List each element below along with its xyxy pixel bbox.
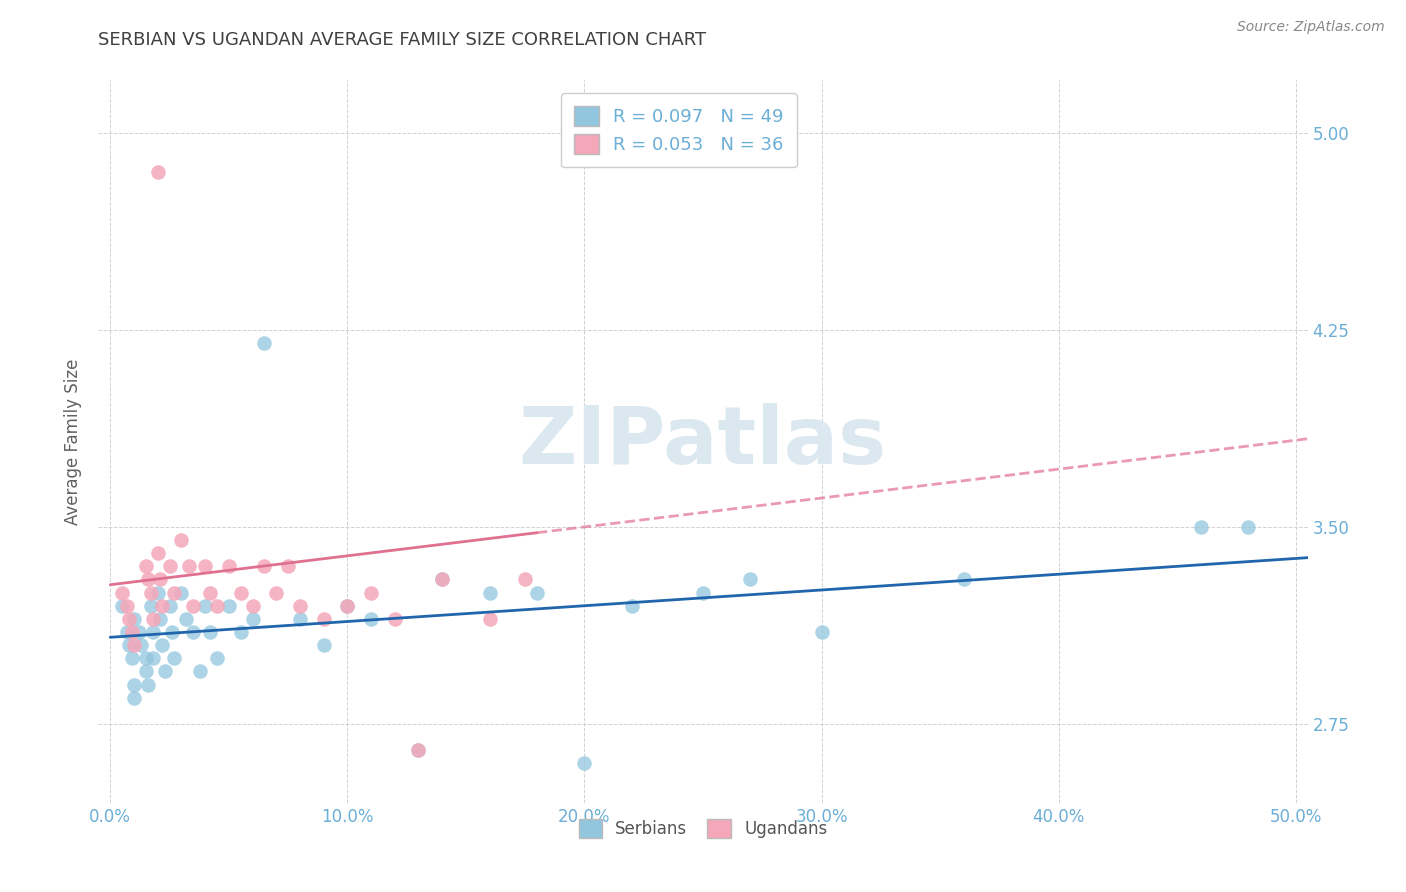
Point [336, 599, 359, 613]
Text: SERBIAN VS UGANDAN AVERAGE FAMILY SIZE CORRELATION CHART: SERBIAN VS UGANDAN AVERAGE FAMILY SIZE C… [98, 31, 707, 49]
Point [115, 625, 138, 640]
Point [159, 559, 181, 574]
Point [122, 638, 145, 652]
Point [118, 612, 141, 626]
Point [146, 546, 169, 560]
Point [177, 559, 200, 574]
Point [312, 638, 335, 652]
Point [163, 651, 186, 665]
Point [205, 651, 228, 665]
Point [1189, 520, 1212, 534]
Point [170, 533, 193, 547]
Point [136, 573, 159, 587]
Point [139, 599, 162, 613]
Point [153, 665, 176, 679]
Point [135, 651, 157, 665]
Point [146, 585, 169, 599]
Point [170, 585, 193, 599]
Point [253, 559, 276, 574]
Point [152, 599, 174, 613]
Point [620, 599, 643, 613]
Point [218, 599, 240, 613]
Point [163, 585, 186, 599]
Point [111, 599, 134, 613]
Point [478, 612, 501, 626]
Point [181, 599, 204, 613]
Point [264, 585, 287, 599]
Point [111, 585, 134, 599]
Point [118, 638, 141, 652]
Point [336, 599, 359, 613]
Point [242, 599, 264, 613]
Point [360, 585, 382, 599]
Point [142, 651, 165, 665]
Point [253, 336, 276, 351]
Point [432, 573, 454, 587]
Point [574, 756, 596, 771]
Point [121, 625, 143, 640]
Point [174, 612, 197, 626]
Point [122, 612, 145, 626]
Point [159, 599, 181, 613]
Point [408, 743, 430, 757]
Point [149, 573, 172, 587]
Point [277, 559, 299, 574]
Point [432, 573, 454, 587]
Y-axis label: Average Family Size: Average Family Size [65, 359, 83, 524]
Point [478, 585, 501, 599]
Point [121, 651, 143, 665]
Point [242, 612, 264, 626]
Point [142, 625, 165, 640]
Point [526, 585, 548, 599]
Point [122, 690, 145, 705]
Point [115, 599, 138, 613]
Point [160, 625, 183, 640]
Point [312, 612, 335, 626]
Point [146, 165, 169, 179]
Point [122, 677, 145, 691]
Point [408, 743, 430, 757]
Point [194, 599, 217, 613]
Point [129, 638, 152, 652]
Point [135, 665, 157, 679]
Point [198, 585, 221, 599]
Point [740, 573, 762, 587]
Point [692, 585, 714, 599]
Point [128, 625, 150, 640]
Point [205, 599, 228, 613]
Point [515, 573, 537, 587]
Point [288, 612, 311, 626]
Point [139, 585, 162, 599]
Point [135, 559, 157, 574]
Point [810, 625, 832, 640]
Point [229, 625, 252, 640]
Point [136, 677, 159, 691]
Point [952, 573, 974, 587]
Point [1237, 520, 1260, 534]
Point [198, 625, 221, 640]
Point [384, 612, 406, 626]
Point [194, 559, 217, 574]
Point [360, 612, 382, 626]
Point [149, 612, 172, 626]
Point [190, 665, 212, 679]
Legend: Serbians, Ugandans: Serbians, Ugandans [572, 813, 834, 845]
Point [142, 612, 165, 626]
Point [288, 599, 311, 613]
Point [181, 625, 204, 640]
Point [218, 559, 240, 574]
Point [229, 585, 252, 599]
Point [152, 638, 174, 652]
Text: ZIPatlas: ZIPatlas [519, 402, 887, 481]
Text: Source: ZipAtlas.com: Source: ZipAtlas.com [1237, 20, 1385, 34]
